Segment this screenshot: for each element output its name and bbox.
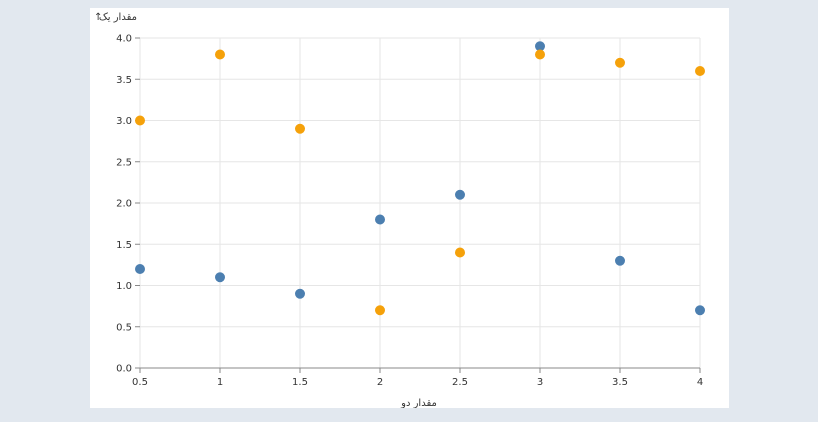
y-tick-label: 2.0 [116,199,132,210]
y-tick-label: 1.5 [116,240,132,251]
y-tick-label: 0.5 [116,322,132,333]
scatter-point-series-2 [375,305,385,316]
y-tick-label: 3.5 [116,75,132,86]
data-points [135,41,705,316]
y-axis-title: مقدار یک [99,12,137,23]
axes: 0.5 1 1.5 2 2.5 3 3.5 40.00.51.01.52.02.53.03.5… [116,34,703,389]
x-tick-label: 1.5 [292,377,308,388]
y-tick-label: 1.0 [116,281,132,292]
scatter-point-series-2 [615,57,625,68]
y-tick-label: 3.0 [116,116,132,127]
scatter-point-series-2 [215,49,225,60]
scatter-point-series-1 [455,189,465,200]
x-axis-title: مقدار دو [400,398,437,408]
x-tick-label: 2.5 [452,377,468,388]
chart-card: 0.5 1 1.5 2 2.5 3 3.5 4 0.0 0.5 1.0 1.5 2.0 2.5 3.0 3.5… [90,8,729,408]
y-axis-arrow: ↑ [94,12,102,23]
scatter-point-series-1 [535,41,545,52]
y-tick-label: 0.0 [116,364,132,375]
scatter-chart: 0.5 1 1.5 2 2.5 3 3.5 40.00.51.01.52.02.53.03.5… [94,12,705,408]
x-tick-label: 4 [697,377,703,388]
scatter-point-series-1 [215,272,225,283]
grid-lines [139,37,701,369]
x-tick-label: 0.5 [132,377,148,388]
scatter-point-series-2 [135,115,145,126]
scatter-point-series-2 [455,247,465,258]
scatter-point-series-1 [135,264,145,274]
scatter-point-series-2 [535,49,545,60]
scatter-point-series-1 [375,214,385,225]
scatter-point-series-1 [295,288,305,299]
y-tick-label: 2.5 [116,157,132,168]
x-tick-label: 2 [377,377,383,388]
scatter-point-series-2 [295,123,305,134]
scatter-point-series-1 [695,305,705,316]
y-tick-label: 4.0 [116,34,132,45]
x-tick-label: 3.5 [612,377,628,388]
x-tick-label: 1 [217,377,223,388]
x-tick-label: 3 [537,377,543,388]
scatter-point-series-1 [615,255,625,266]
scatter-point-series-2 [695,66,705,76]
